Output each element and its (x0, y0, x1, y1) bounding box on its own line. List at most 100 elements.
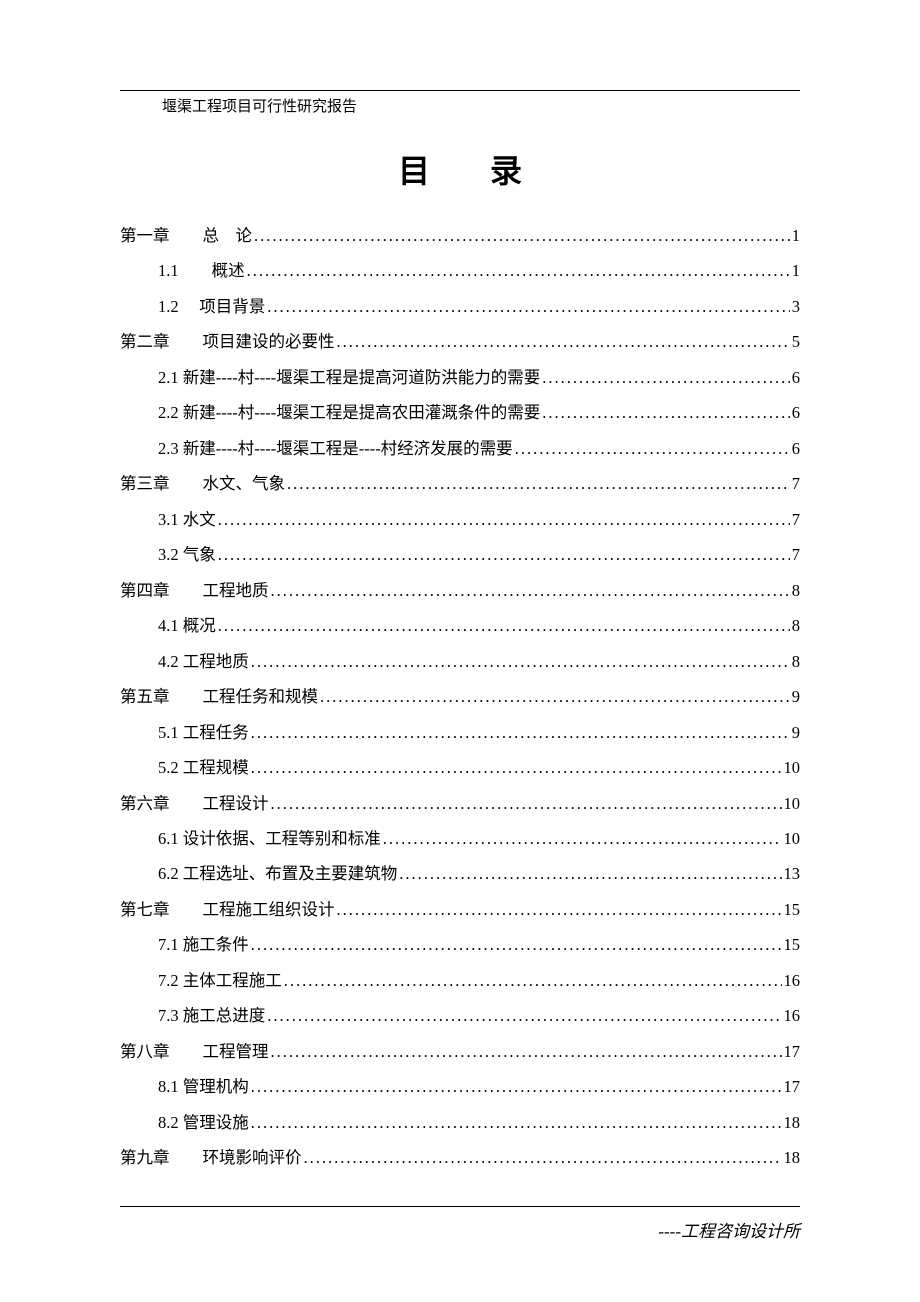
footer-top-line (120, 1206, 800, 1207)
toc-label: 3.1 水文 (158, 502, 216, 537)
toc-dots (251, 927, 782, 962)
toc-page-number: 13 (784, 856, 801, 891)
toc-label: 3.2 气象 (158, 537, 216, 572)
toc-entry: 1.1 概述1 (120, 253, 800, 288)
toc-dots (542, 360, 790, 395)
toc-entry: 第三章 水文、气象 7 (120, 466, 800, 501)
toc-label: 第七章 工程施工组织设计 (120, 892, 335, 927)
toc-dots (337, 324, 790, 359)
toc-label: 2.3 新建----村----堰渠工程是----村经济发展的需要 (158, 431, 513, 466)
toc-label: 2.1 新建----村----堰渠工程是提高河道防洪能力的需要 (158, 360, 540, 395)
toc-dots (304, 1140, 782, 1175)
toc-entry: 5.1 工程任务9 (120, 715, 800, 750)
toc-page-number: 15 (784, 927, 801, 962)
toc-entry: 第六章 工程设计 10 (120, 786, 800, 821)
footer: ----工程咨询设计所 (120, 1206, 800, 1242)
toc-entry: 7.2 主体工程施工 16 (120, 963, 800, 998)
toc-page-number: 6 (792, 431, 800, 466)
toc-label: 第八章 工程管理 (120, 1034, 269, 1069)
toc-page-number: 8 (792, 608, 800, 643)
toc-dots (218, 502, 790, 537)
toc-page-number: 5 (792, 324, 800, 359)
header-top-line (120, 90, 800, 91)
toc-page-number: 6 (792, 360, 800, 395)
toc-label: 第四章 工程地质 (120, 573, 269, 608)
toc-entry: 2.2 新建----村----堰渠工程是提高农田灌溉条件的需要 6 (120, 395, 800, 430)
toc-page-number: 18 (784, 1105, 801, 1140)
toc-dots (247, 253, 790, 288)
toc-dots (320, 679, 790, 714)
toc-label: 1.2 项目背景 (158, 289, 265, 324)
toc-label: 第五章 工程任务和规模 (120, 679, 318, 714)
toc-page-number: 17 (784, 1069, 801, 1104)
toc-page-number: 16 (784, 963, 801, 998)
toc-label: 第六章 工程设计 (120, 786, 269, 821)
toc-label: 7.3 施工总进度 (158, 998, 265, 1033)
toc-dots (337, 892, 782, 927)
toc-entry: 4.2 工程地质8 (120, 644, 800, 679)
toc-entry: 6.1 设计依据、工程等别和标准10 (120, 821, 800, 856)
toc-page-number: 7 (792, 537, 800, 572)
toc-dots (271, 1034, 782, 1069)
toc-page-number: 10 (784, 821, 801, 856)
toc-page-number: 8 (792, 573, 800, 608)
toc-dots (542, 395, 790, 430)
toc-entry: 2.1 新建----村----堰渠工程是提高河道防洪能力的需要 6 (120, 360, 800, 395)
toc-label: 8.1 管理机构 (158, 1069, 249, 1104)
toc-page-number: 8 (792, 644, 800, 679)
toc-label: 第三章 水文、气象 (120, 466, 285, 501)
toc-label: 6.2 工程选址、布置及主要建筑物 (158, 856, 397, 891)
toc-entry: 7.1 施工条件 15 (120, 927, 800, 962)
toc-page-number: 17 (784, 1034, 801, 1069)
toc-dots (251, 715, 790, 750)
toc-entry: 4.1 概况 8 (120, 608, 800, 643)
toc-dots (251, 750, 782, 785)
footer-text: ----工程咨询设计所 (120, 1217, 800, 1242)
toc-entry: 第四章 工程地质 8 (120, 573, 800, 608)
toc-entry: 8.2 管理设施18 (120, 1105, 800, 1140)
toc-page-number: 6 (792, 395, 800, 430)
toc-page-number: 18 (784, 1140, 801, 1175)
toc-label: 7.2 主体工程施工 (158, 963, 282, 998)
toc-dots (267, 998, 781, 1033)
toc-label: 第一章 总 论 (120, 218, 252, 253)
toc-page-number: 16 (784, 998, 801, 1033)
toc-label: 5.1 工程任务 (158, 715, 249, 750)
toc-entry: 第七章 工程施工组织设计 15 (120, 892, 800, 927)
toc-entry: 3.1 水文7 (120, 502, 800, 537)
toc-entry: 6.2 工程选址、布置及主要建筑物 13 (120, 856, 800, 891)
toc-dots (251, 644, 790, 679)
toc-page-number: 10 (784, 750, 801, 785)
toc-dots (267, 289, 790, 324)
toc-page-number: 10 (784, 786, 801, 821)
toc-label: 7.1 施工条件 (158, 927, 249, 962)
toc-dots (218, 537, 790, 572)
toc-page-number: 1 (792, 253, 800, 288)
toc-page-number: 9 (792, 679, 800, 714)
toc-label: 第二章 项目建设的必要性 (120, 324, 335, 359)
table-of-contents: 第一章 总 论11.1 概述11.2 项目背景3第二章 项目建设的必要性52.1… (120, 218, 800, 1176)
toc-label: 5.2 工程规模 (158, 750, 249, 785)
toc-dots (284, 963, 782, 998)
toc-page-number: 7 (792, 466, 800, 501)
toc-page-number: 3 (792, 289, 800, 324)
toc-label: 4.1 概况 (158, 608, 216, 643)
toc-entry: 第五章 工程任务和规模 9 (120, 679, 800, 714)
toc-entry: 7.3 施工总进度 16 (120, 998, 800, 1033)
page-title: 目录 (120, 146, 800, 192)
toc-dots (218, 608, 790, 643)
toc-page-number: 1 (792, 218, 800, 253)
toc-label: 第九章 环境影响评价 (120, 1140, 302, 1175)
toc-dots (271, 786, 782, 821)
toc-dots (254, 218, 790, 253)
document-page: 堰渠工程项目可行性研究报告 目录 第一章 总 论11.1 概述11.2 项目背景… (0, 0, 920, 1216)
toc-dots (383, 821, 782, 856)
toc-dots (399, 856, 781, 891)
toc-dots (251, 1069, 782, 1104)
toc-dots (287, 466, 790, 501)
toc-page-number: 15 (784, 892, 801, 927)
toc-entry: 8.1 管理机构 17 (120, 1069, 800, 1104)
toc-entry: 3.2 气象 7 (120, 537, 800, 572)
toc-label: 2.2 新建----村----堰渠工程是提高农田灌溉条件的需要 (158, 395, 540, 430)
toc-dots (251, 1105, 782, 1140)
